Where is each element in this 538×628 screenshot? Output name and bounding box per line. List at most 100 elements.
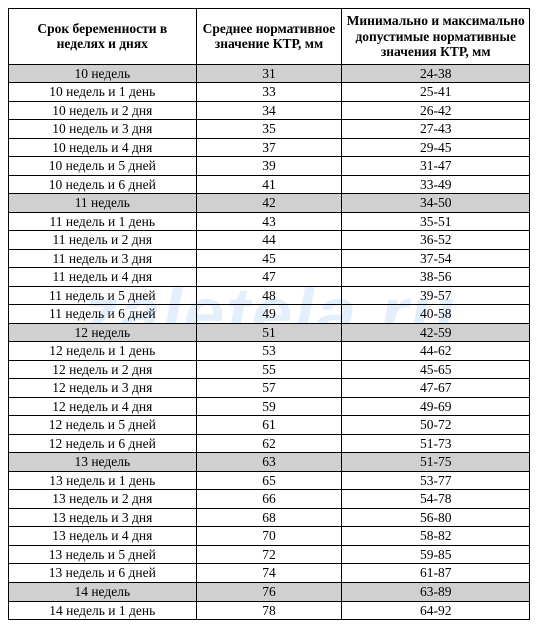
cell-avg: 35 — [196, 120, 342, 139]
cell-avg: 37 — [196, 138, 342, 157]
table-row: 14 недель7663-89 — [9, 582, 530, 601]
cell-term: 11 недель и 3 дня — [9, 249, 197, 268]
table-row: 13 недель и 3 дня6856-80 — [9, 508, 530, 527]
cell-term: 11 недель — [9, 194, 197, 213]
cell-avg: 49 — [196, 305, 342, 324]
cell-term: 12 недель и 6 дней — [9, 434, 197, 453]
table-row: 12 недель и 3 дня5747-67 — [9, 379, 530, 398]
cell-avg: 74 — [196, 564, 342, 583]
table-row: 11 недель и 1 день4335-51 — [9, 212, 530, 231]
table-row: 11 недель4234-50 — [9, 194, 530, 213]
cell-term: 13 недель — [9, 453, 197, 472]
cell-term: 12 недель и 3 дня — [9, 379, 197, 398]
cell-term: 11 недель и 2 дня — [9, 231, 197, 250]
table-row: 14 недель и 1 день7864-92 — [9, 601, 530, 620]
cell-term: 13 недель и 3 дня — [9, 508, 197, 527]
cell-range: 40-58 — [342, 305, 530, 324]
cell-avg: 53 — [196, 342, 342, 361]
cell-term: 13 недель и 6 дней — [9, 564, 197, 583]
cell-range: 45-65 — [342, 360, 530, 379]
cell-avg: 57 — [196, 379, 342, 398]
table-header-row: Срок беременности в неделях и днях Средн… — [9, 9, 530, 65]
cell-avg: 45 — [196, 249, 342, 268]
ktr-table: Срок беременности в неделях и днях Средн… — [8, 8, 530, 620]
table-row: 12 недель и 6 дней6251-73 — [9, 434, 530, 453]
cell-range: 61-87 — [342, 564, 530, 583]
cell-range: 27-43 — [342, 120, 530, 139]
table-row: 11 недель и 2 дня4436-52 — [9, 231, 530, 250]
cell-avg: 42 — [196, 194, 342, 213]
cell-range: 25-41 — [342, 83, 530, 102]
cell-term: 11 недель и 6 дней — [9, 305, 197, 324]
table-row: 12 недель и 1 день5344-62 — [9, 342, 530, 361]
cell-range: 26-42 — [342, 101, 530, 120]
cell-avg: 43 — [196, 212, 342, 231]
table-body: 10 недель3124-3810 недель и 1 день3325-4… — [9, 64, 530, 619]
table-row: 13 недель и 4 дня7058-82 — [9, 527, 530, 546]
table-row: 12 недель и 4 дня5949-69 — [9, 397, 530, 416]
cell-term: 14 недель — [9, 582, 197, 601]
cell-term: 10 недель и 2 дня — [9, 101, 197, 120]
cell-avg: 39 — [196, 157, 342, 176]
table-row: 10 недель и 4 дня3729-45 — [9, 138, 530, 157]
cell-term: 10 недель и 4 дня — [9, 138, 197, 157]
cell-term: 11 недель и 4 дня — [9, 268, 197, 287]
cell-avg: 65 — [196, 471, 342, 490]
cell-term: 12 недель и 1 день — [9, 342, 197, 361]
table-row: 13 недель и 2 дня6654-78 — [9, 490, 530, 509]
cell-term: 12 недель и 4 дня — [9, 397, 197, 416]
cell-range: 64-92 — [342, 601, 530, 620]
cell-avg: 59 — [196, 397, 342, 416]
cell-term: 13 недель и 2 дня — [9, 490, 197, 509]
table-row: 13 недель и 5 дней7259-85 — [9, 545, 530, 564]
cell-term: 13 недель и 5 дней — [9, 545, 197, 564]
cell-avg: 76 — [196, 582, 342, 601]
cell-range: 29-45 — [342, 138, 530, 157]
col-header-term: Срок беременности в неделях и днях — [9, 9, 197, 65]
cell-avg: 61 — [196, 416, 342, 435]
table-row: 10 недель и 1 день3325-41 — [9, 83, 530, 102]
table-row: 11 недель и 4 дня4738-56 — [9, 268, 530, 287]
cell-range: 58-82 — [342, 527, 530, 546]
cell-term: 10 недель и 6 дней — [9, 175, 197, 194]
cell-avg: 70 — [196, 527, 342, 546]
cell-range: 33-49 — [342, 175, 530, 194]
cell-term: 11 недель и 1 день — [9, 212, 197, 231]
cell-range: 51-75 — [342, 453, 530, 472]
cell-range: 63-89 — [342, 582, 530, 601]
cell-range: 54-78 — [342, 490, 530, 509]
cell-range: 37-54 — [342, 249, 530, 268]
table-row: 13 недель6351-75 — [9, 453, 530, 472]
table-row: 10 недель и 5 дней3931-47 — [9, 157, 530, 176]
table-row: 12 недель5142-59 — [9, 323, 530, 342]
cell-avg: 72 — [196, 545, 342, 564]
col-header-avg: Среднее нормативное значение КТР, мм — [196, 9, 342, 65]
cell-range: 50-72 — [342, 416, 530, 435]
table-row: 11 недель и 6 дней4940-58 — [9, 305, 530, 324]
cell-range: 31-47 — [342, 157, 530, 176]
cell-avg: 68 — [196, 508, 342, 527]
cell-avg: 31 — [196, 64, 342, 83]
cell-range: 42-59 — [342, 323, 530, 342]
cell-term: 12 недель — [9, 323, 197, 342]
cell-avg: 44 — [196, 231, 342, 250]
cell-avg: 78 — [196, 601, 342, 620]
cell-range: 36-52 — [342, 231, 530, 250]
table-row: 10 недель и 3 дня3527-43 — [9, 120, 530, 139]
cell-term: 12 недель и 2 дня — [9, 360, 197, 379]
cell-term: 10 недель и 1 день — [9, 83, 197, 102]
cell-avg: 63 — [196, 453, 342, 472]
cell-range: 39-57 — [342, 286, 530, 305]
cell-range: 49-69 — [342, 397, 530, 416]
cell-range: 53-77 — [342, 471, 530, 490]
cell-range: 34-50 — [342, 194, 530, 213]
cell-range: 56-80 — [342, 508, 530, 527]
cell-range: 47-67 — [342, 379, 530, 398]
table-row: 13 недель и 1 день6553-77 — [9, 471, 530, 490]
cell-range: 44-62 — [342, 342, 530, 361]
cell-range: 38-56 — [342, 268, 530, 287]
cell-avg: 62 — [196, 434, 342, 453]
table-row: 11 недель и 5 дней4839-57 — [9, 286, 530, 305]
table-row: 10 недель3124-38 — [9, 64, 530, 83]
table-row: 12 недель и 2 дня5545-65 — [9, 360, 530, 379]
